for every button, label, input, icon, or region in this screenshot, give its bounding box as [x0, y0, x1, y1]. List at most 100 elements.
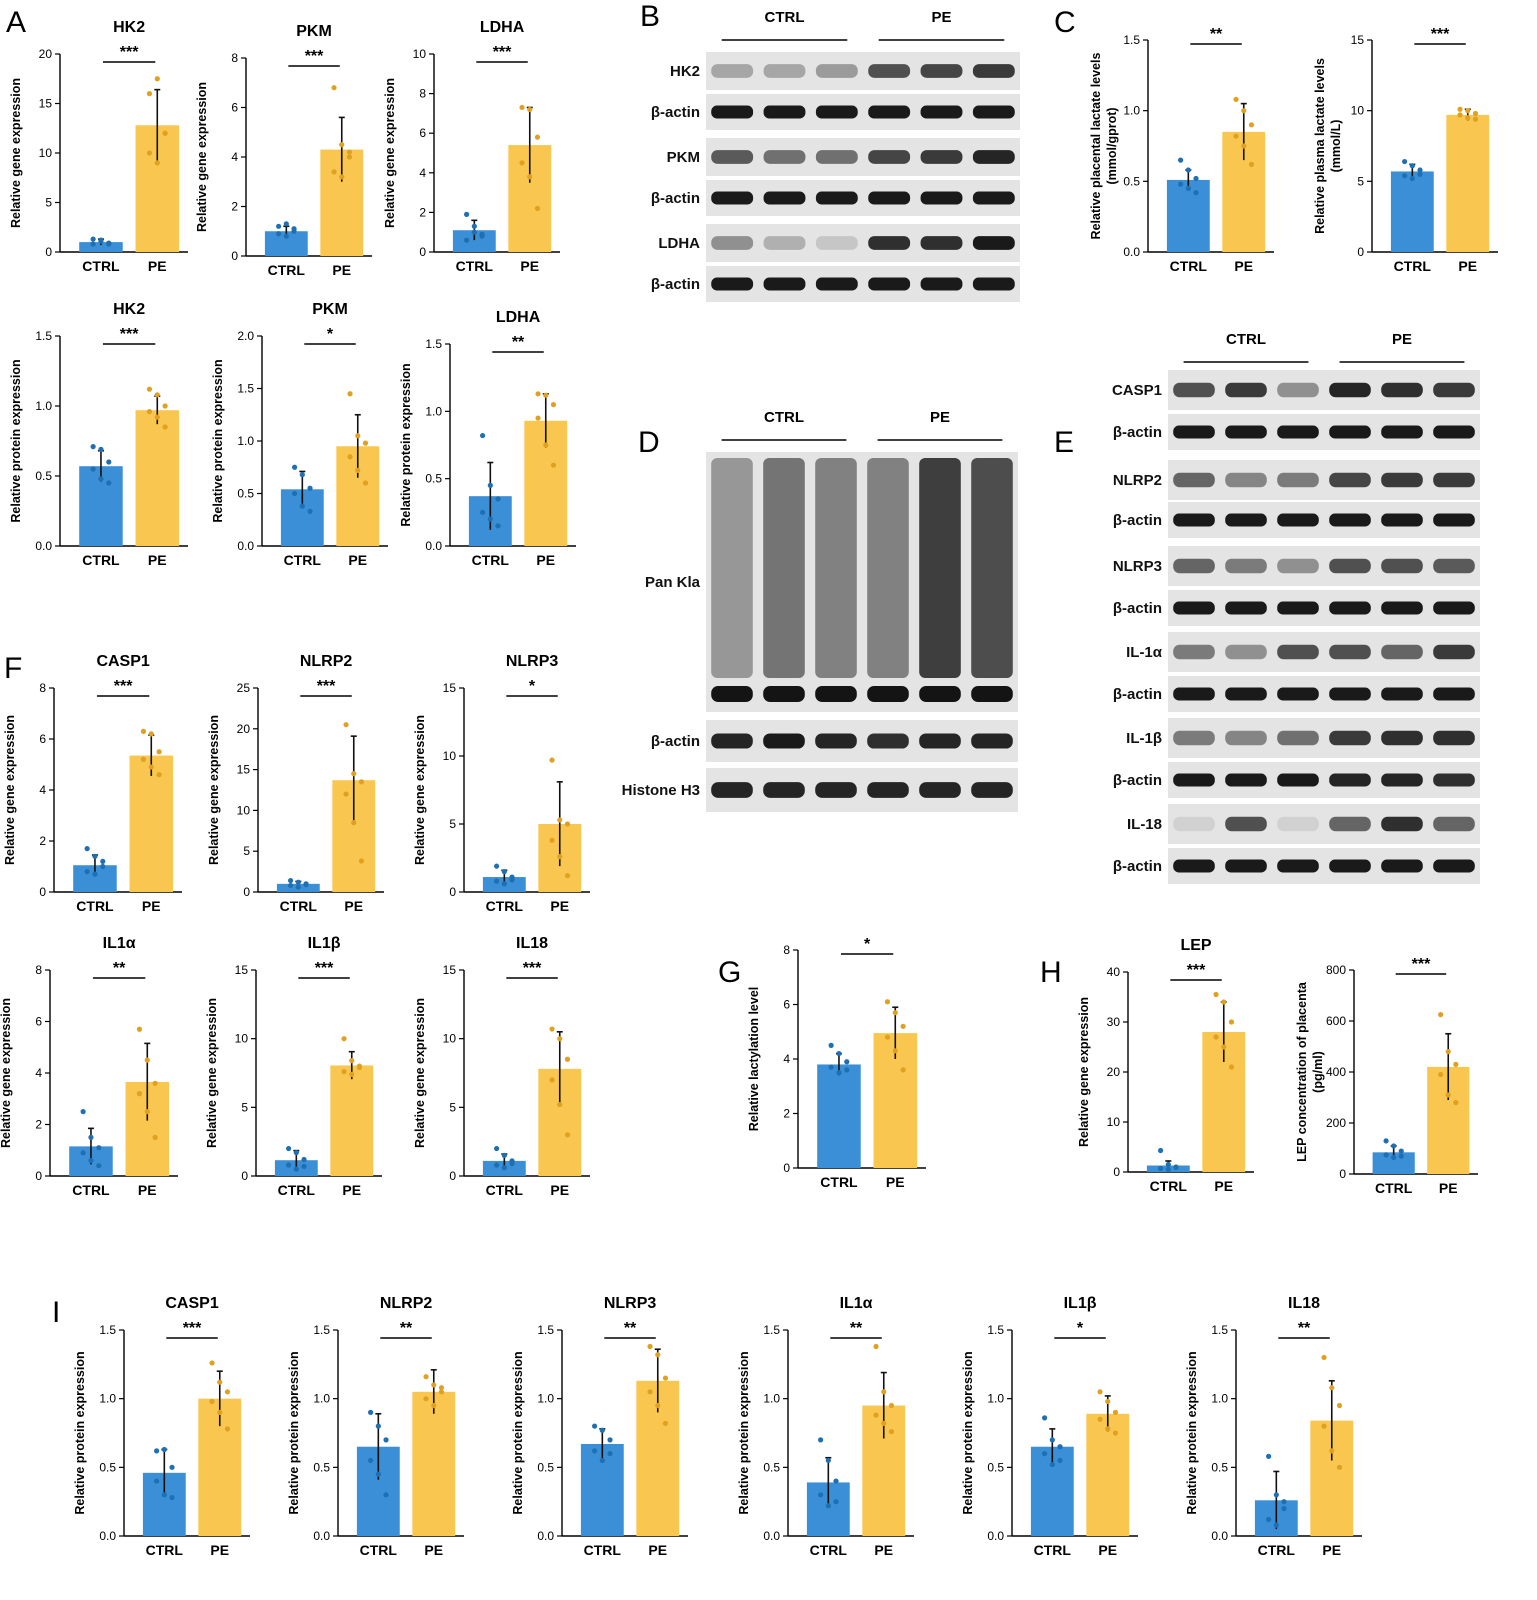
blot-band	[815, 782, 857, 798]
blot-band	[868, 105, 911, 119]
data-point-ctrl	[1165, 1161, 1171, 1168]
y-tick-label: 4	[783, 1052, 790, 1066]
y-axis-title: Relative gene expression	[3, 715, 17, 865]
data-point-ctrl	[295, 879, 301, 885]
y-tick-label: 5	[449, 1100, 456, 1114]
y-tick-label: 4	[35, 1066, 42, 1080]
data-point-pe	[346, 149, 353, 155]
data-point-pe	[1112, 1430, 1119, 1436]
chart-title: IL1β	[1064, 1295, 1097, 1312]
y-tick-label: 1.5	[99, 1323, 116, 1337]
blot-row-label: Histone H3	[622, 782, 700, 799]
y-tick-label: 6	[39, 732, 46, 746]
y-tick-label: 1.5	[537, 1323, 554, 1337]
y-tick-label: 2	[231, 200, 238, 214]
blot-band	[1433, 687, 1475, 701]
significance-label: ***	[120, 44, 139, 61]
bar-ctrl	[79, 242, 123, 252]
data-point-pe	[900, 1067, 906, 1073]
blot-band	[1277, 687, 1319, 701]
blot-group-label-pe: PE	[1392, 331, 1412, 348]
chart-C-7: 0 5 10 15 Relative plasma lactate levels (mmo…	[1313, 26, 1498, 274]
data-point-ctrl	[283, 221, 289, 227]
data-point-ctrl	[1178, 181, 1184, 187]
blot-band	[711, 277, 754, 291]
y-axis-title: Relative gene expression	[383, 78, 397, 228]
data-point-ctrl	[1281, 1505, 1287, 1512]
data-point-pe	[136, 1026, 143, 1032]
data-point-ctrl	[501, 1165, 507, 1171]
data-point-pe	[144, 1057, 150, 1063]
data-point-pe	[1221, 1044, 1227, 1050]
data-point-ctrl	[292, 464, 298, 470]
x-tick-label-ctrl: CTRL	[280, 898, 318, 914]
data-point-pe	[534, 205, 541, 212]
x-tick-label-ctrl: CTRL	[76, 898, 114, 914]
blot-strip	[1168, 590, 1480, 626]
blot-strip	[706, 94, 1020, 130]
blot-band	[1381, 425, 1423, 439]
y-tick-label: 1.5	[35, 329, 52, 343]
data-point-ctrl	[836, 1050, 842, 1057]
y-tick-label: 6	[231, 101, 238, 115]
y-tick-label: 800	[1326, 963, 1346, 977]
data-point-ctrl	[288, 882, 294, 889]
data-point-pe	[154, 414, 160, 420]
blot-band	[763, 150, 806, 164]
data-point-pe	[535, 415, 541, 421]
blot-band	[1381, 601, 1423, 615]
blot-band	[763, 733, 805, 749]
bar-pe	[129, 755, 174, 892]
y-tick-label: 15	[235, 963, 249, 977]
y-axis-title-line: Relative protein expression	[961, 1351, 975, 1514]
blot-band	[1173, 558, 1215, 574]
y-tick-label: 2	[35, 1118, 42, 1132]
blot-band	[1173, 730, 1215, 746]
blot-row-label: IL-1α	[1126, 644, 1163, 661]
chart-title: IL1α	[840, 1295, 873, 1312]
blot-strip	[1168, 762, 1480, 798]
data-point-ctrl	[292, 490, 298, 497]
chart-I-22: 0.0 0.5 1.0 1.5 Relative protein expression C…	[1185, 1295, 1362, 1558]
blot-band	[711, 150, 754, 164]
data-point-pe	[1213, 1034, 1219, 1040]
y-tick-label: 1.0	[425, 404, 442, 418]
data-point-pe	[550, 402, 557, 408]
bar-pe	[1086, 1413, 1130, 1536]
y-tick-label: 15	[443, 681, 457, 695]
blot-strip	[706, 52, 1020, 90]
y-tick-label: 15	[443, 963, 457, 977]
blot-band	[1433, 513, 1475, 527]
significance-label: ***	[114, 678, 133, 695]
data-point-pe	[1097, 1389, 1103, 1395]
data-point-ctrl	[833, 1478, 839, 1484]
y-axis-title-line: Relative protein expression	[73, 1351, 87, 1514]
blot-band	[1381, 816, 1423, 832]
blot-D: CTRL PE Pan Kla β-actin Histone H3	[622, 409, 1018, 812]
x-tick-label-pe: PE	[148, 552, 167, 568]
blot-row-label: PKM	[667, 149, 700, 166]
blot-band	[1277, 730, 1319, 746]
blot-band	[1173, 773, 1215, 787]
data-point-ctrl	[471, 223, 477, 229]
blot-band	[1225, 730, 1267, 746]
blot-band	[1381, 687, 1423, 701]
data-point-pe	[358, 858, 365, 864]
chart-title: NLRP2	[380, 1295, 433, 1312]
chart-title: IL18	[516, 935, 548, 952]
blot-band	[972, 150, 1015, 164]
data-point-pe	[881, 1389, 887, 1395]
blot-band	[815, 105, 858, 119]
data-point-ctrl	[833, 1499, 839, 1505]
data-point-pe	[349, 1058, 355, 1064]
blot-band	[1173, 687, 1215, 701]
x-tick-label-ctrl: CTRL	[268, 262, 306, 278]
blot-band	[1225, 425, 1267, 439]
y-tick-label: 0.0	[763, 1529, 780, 1543]
data-point-pe	[527, 174, 533, 180]
data-point-pe	[349, 1071, 355, 1077]
blot-band	[815, 686, 857, 702]
y-axis-title: Relative protein expression	[287, 1351, 301, 1514]
data-point-pe	[146, 150, 153, 156]
